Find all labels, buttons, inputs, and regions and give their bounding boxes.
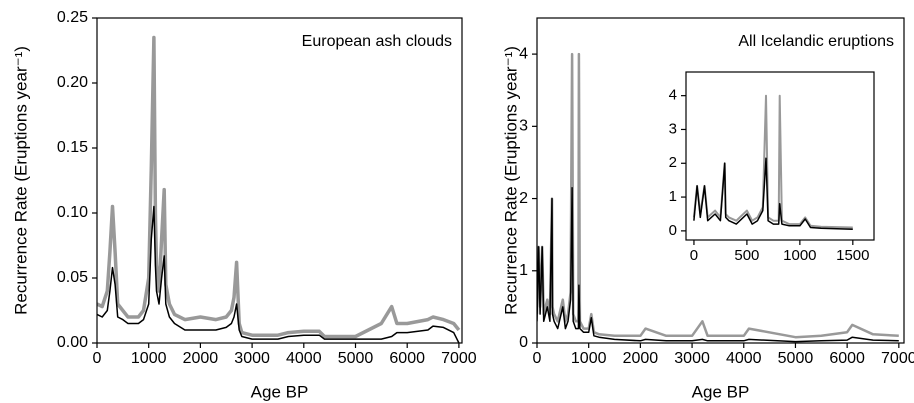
series-line	[693, 157, 853, 230]
x-tick-label: 6000	[829, 350, 865, 367]
y-tick-label: 0.00	[57, 334, 88, 351]
x-tick-label: 0	[93, 350, 102, 367]
x-tick-label: 4000	[286, 350, 322, 367]
series-line	[97, 205, 460, 343]
x-tick-label: 7000	[881, 350, 914, 367]
y-tick-label: 0	[669, 222, 677, 239]
x-tick-label: 4000	[726, 350, 762, 367]
y-axis-label: Recurrence Rate (Eruptions year⁻¹)	[11, 46, 30, 315]
y-tick-label: 2	[519, 190, 528, 207]
x-tick-label: 1000	[131, 350, 167, 367]
x-tick-label: 1500	[836, 247, 869, 264]
y-tick-label: 1	[669, 188, 677, 205]
plot-frame	[536, 17, 905, 344]
x-tick-label: 500	[734, 247, 759, 264]
x-axis-label: Age BP	[692, 382, 750, 401]
x-tick-label: 5000	[778, 350, 814, 367]
x-tick-label: 2000	[623, 350, 659, 367]
series-line	[97, 35, 461, 339]
x-tick-label: 6000	[389, 350, 425, 367]
y-tick-label: 3	[519, 118, 528, 135]
y-tick-label: 0.20	[57, 74, 88, 91]
x-tick-label: 2000	[183, 350, 219, 367]
plot-frame	[685, 71, 875, 241]
y-tick-label: 2	[669, 154, 677, 171]
panel-annotation: All Icelandic eruptions	[738, 33, 894, 50]
x-tick-label: 7000	[441, 350, 477, 367]
y-tick-label: 0.25	[57, 9, 88, 26]
y-axis-label: Recurrence Rate (Eruptions year⁻¹)	[501, 46, 520, 315]
plot-frame	[96, 17, 463, 344]
x-tick-label: 3000	[234, 350, 270, 367]
x-axis-label: Age BP	[251, 382, 309, 401]
x-tick-label: 1000	[571, 350, 607, 367]
y-tick-label: 0.15	[57, 139, 88, 156]
x-tick-label: 3000	[674, 350, 710, 367]
y-tick-label: 4	[519, 45, 528, 62]
series-line	[692, 94, 853, 229]
x-tick-label: 0	[690, 247, 698, 264]
y-tick-label: 4	[669, 87, 677, 104]
series-line	[537, 186, 899, 343]
y-tick-label: 1	[519, 262, 528, 279]
y-tick-label: 3	[669, 120, 677, 137]
x-tick-label: 1000	[783, 247, 816, 264]
y-tick-label: 0.10	[57, 204, 88, 221]
y-tick-label: 0.05	[57, 269, 88, 286]
panel-annotation: European ash clouds	[302, 33, 452, 50]
x-tick-label: 0	[533, 350, 542, 367]
x-tick-label: 5000	[338, 350, 374, 367]
y-tick-label: 0	[519, 334, 528, 351]
